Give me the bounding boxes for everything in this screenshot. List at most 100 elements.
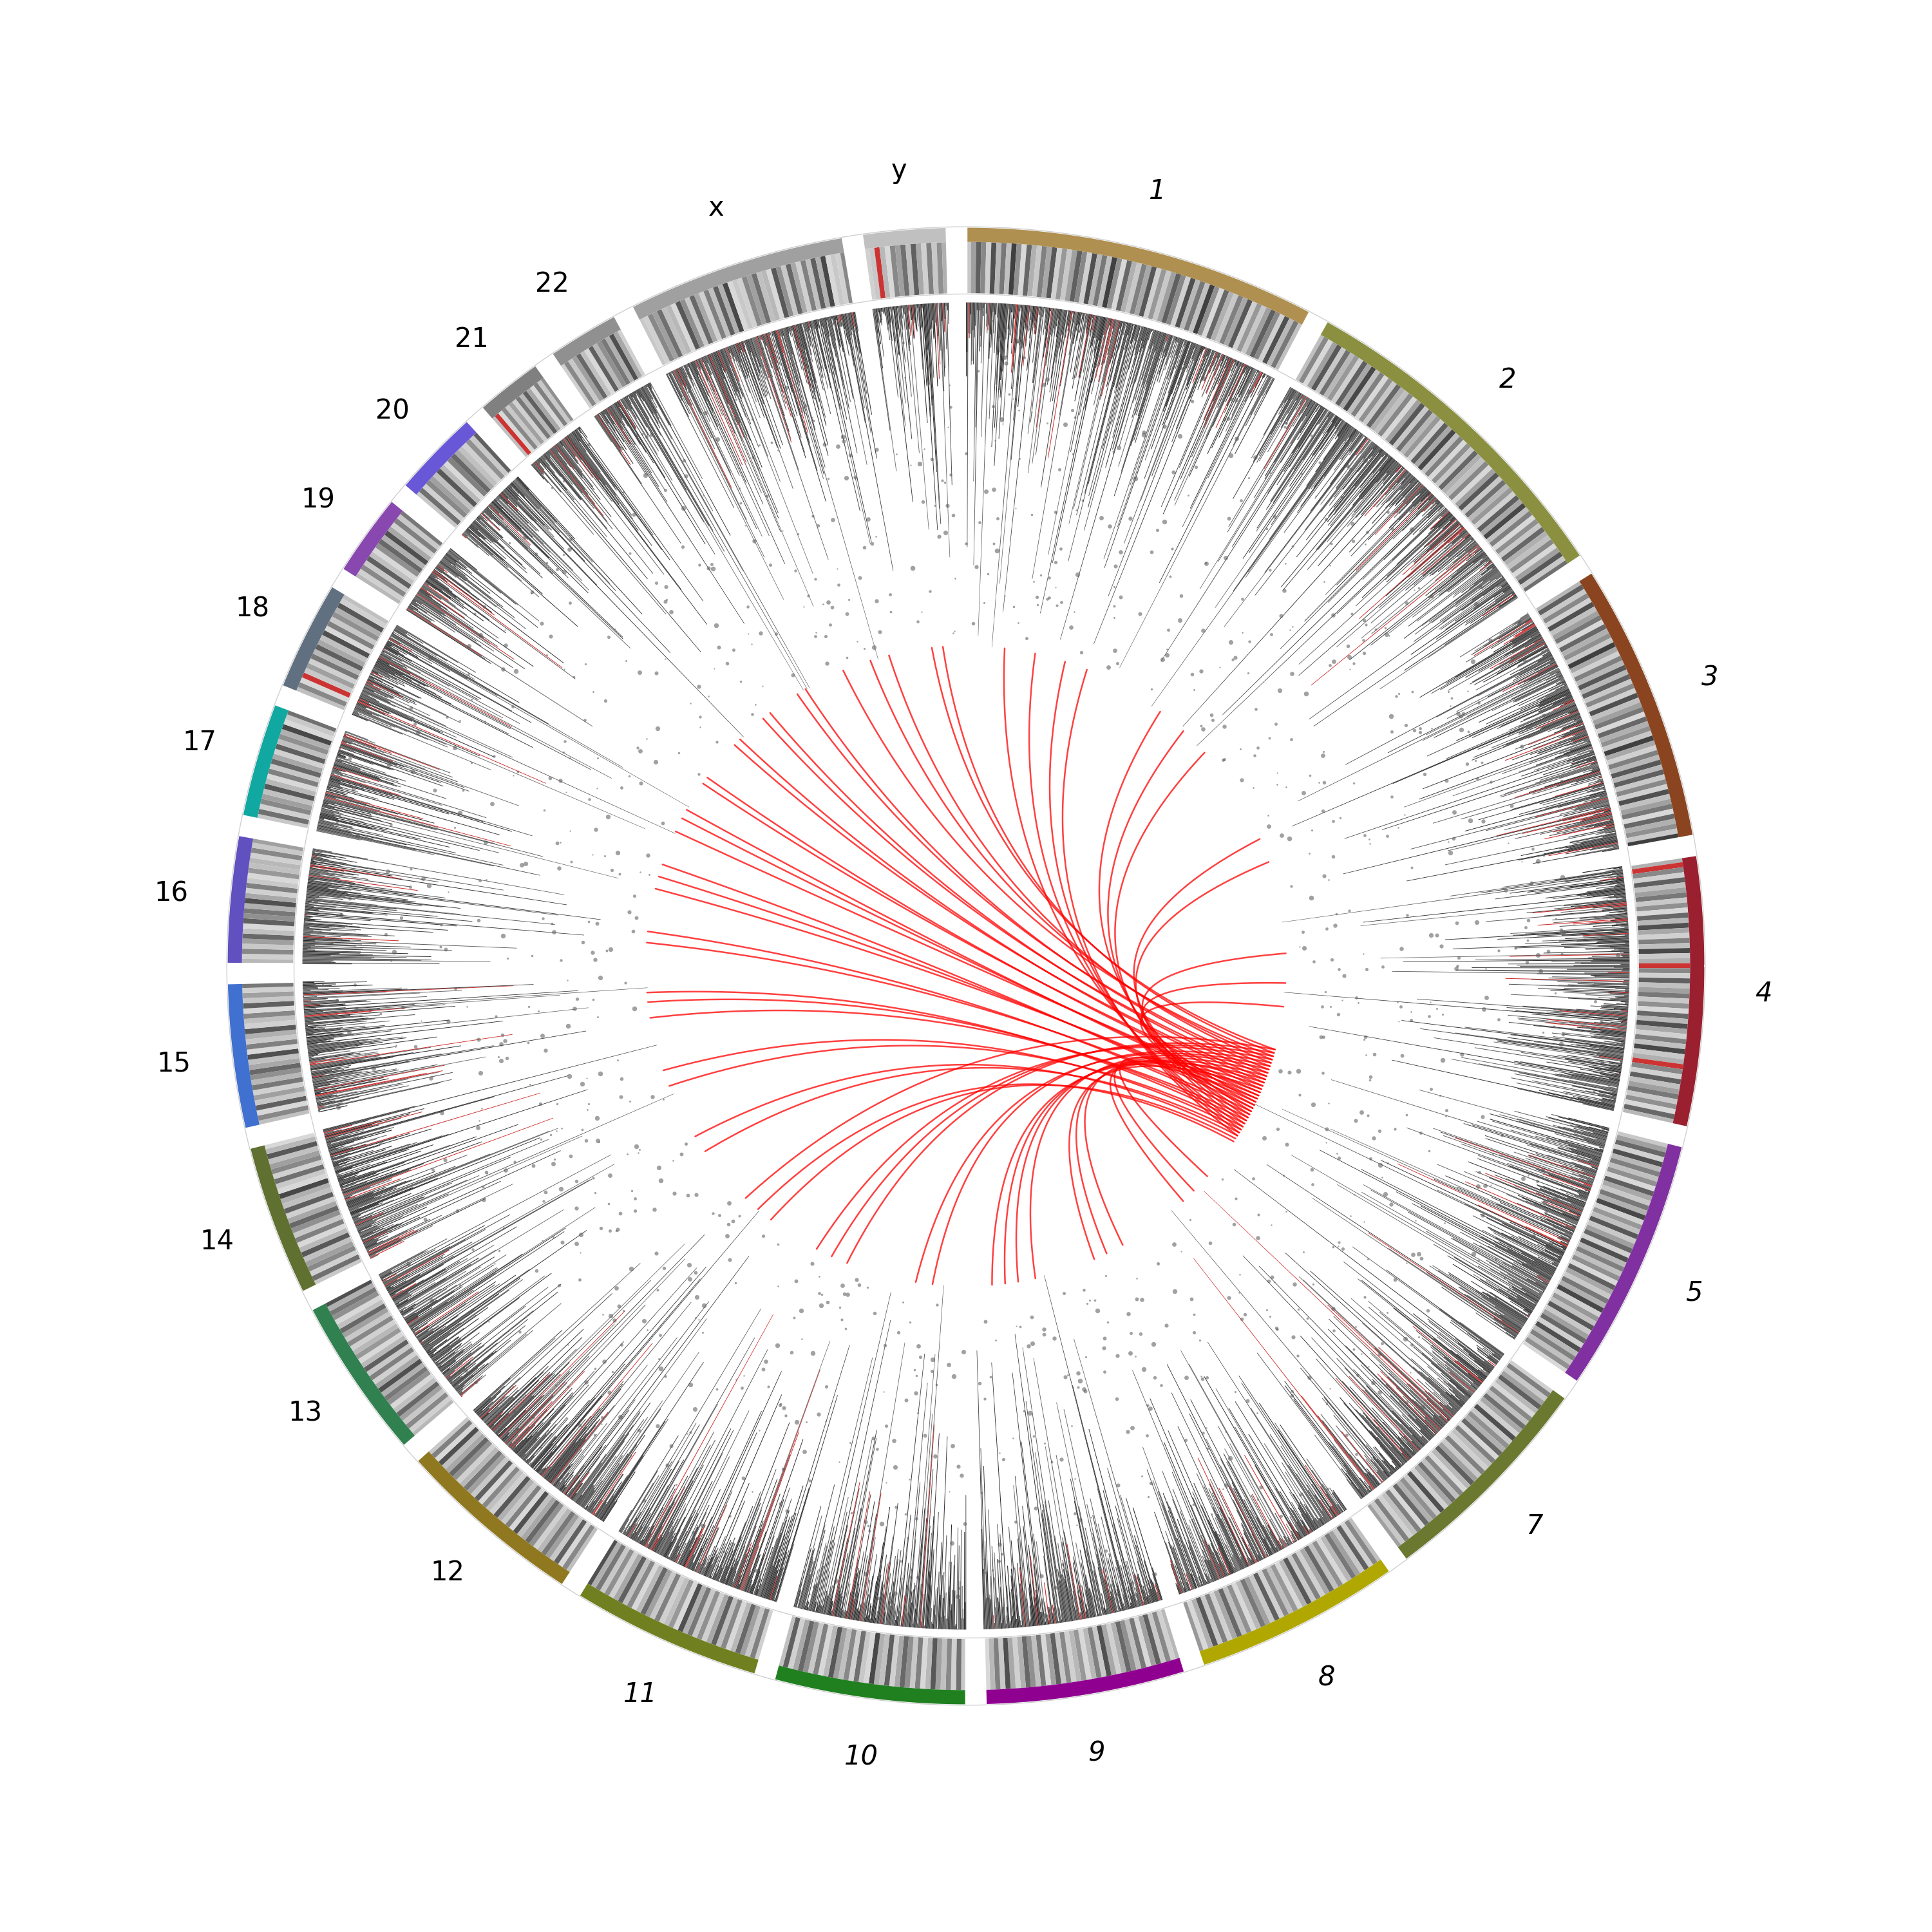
Polygon shape xyxy=(442,558,466,576)
Polygon shape xyxy=(1128,1617,1146,1669)
Polygon shape xyxy=(435,1422,477,1463)
Polygon shape xyxy=(1449,1379,1470,1397)
Polygon shape xyxy=(303,951,408,954)
Polygon shape xyxy=(481,1385,516,1418)
Polygon shape xyxy=(1544,1211,1577,1227)
Polygon shape xyxy=(738,342,742,350)
Polygon shape xyxy=(1451,1238,1546,1291)
Polygon shape xyxy=(638,319,667,367)
Polygon shape xyxy=(315,1078,384,1092)
Polygon shape xyxy=(1202,288,1225,338)
Polygon shape xyxy=(265,779,317,796)
Polygon shape xyxy=(844,1609,846,1619)
Polygon shape xyxy=(1151,425,1352,707)
Polygon shape xyxy=(549,1418,601,1482)
Polygon shape xyxy=(1571,1204,1584,1209)
Polygon shape xyxy=(433,570,495,616)
Polygon shape xyxy=(1495,589,1513,601)
Polygon shape xyxy=(891,1604,895,1625)
Polygon shape xyxy=(1022,1634,1032,1687)
Polygon shape xyxy=(545,454,647,580)
Polygon shape xyxy=(576,354,609,400)
Polygon shape xyxy=(554,1482,560,1488)
Polygon shape xyxy=(599,413,634,464)
Polygon shape xyxy=(715,1596,738,1648)
Polygon shape xyxy=(307,1244,357,1271)
Polygon shape xyxy=(697,1590,721,1640)
Polygon shape xyxy=(1561,941,1629,945)
Polygon shape xyxy=(1443,1356,1480,1387)
Polygon shape xyxy=(566,1447,603,1495)
Polygon shape xyxy=(904,1383,927,1627)
Polygon shape xyxy=(1399,475,1412,491)
Polygon shape xyxy=(325,798,377,813)
Polygon shape xyxy=(1383,502,1441,560)
Polygon shape xyxy=(641,1484,676,1546)
Polygon shape xyxy=(1509,1287,1538,1304)
Polygon shape xyxy=(317,825,352,835)
Polygon shape xyxy=(1577,1155,1600,1163)
Polygon shape xyxy=(827,317,835,348)
Polygon shape xyxy=(821,319,871,543)
Polygon shape xyxy=(1337,423,1349,437)
Polygon shape xyxy=(1347,369,1379,415)
Polygon shape xyxy=(628,394,703,522)
Polygon shape xyxy=(1513,1265,1548,1285)
Polygon shape xyxy=(450,549,477,570)
Polygon shape xyxy=(1548,1094,1615,1109)
Polygon shape xyxy=(1260,392,1300,462)
Polygon shape xyxy=(1184,280,1206,332)
Polygon shape xyxy=(989,303,995,419)
Polygon shape xyxy=(419,1316,458,1343)
Polygon shape xyxy=(290,1206,340,1229)
Polygon shape xyxy=(319,823,336,827)
Polygon shape xyxy=(1003,1636,1010,1689)
Polygon shape xyxy=(1349,1517,1381,1561)
Polygon shape xyxy=(1121,332,1165,471)
Polygon shape xyxy=(1615,779,1667,798)
Polygon shape xyxy=(1428,553,1486,599)
Polygon shape xyxy=(1101,1517,1124,1611)
Polygon shape xyxy=(303,960,491,962)
Polygon shape xyxy=(1580,835,1617,844)
Polygon shape xyxy=(361,692,369,696)
Polygon shape xyxy=(1130,1604,1132,1609)
Polygon shape xyxy=(332,1150,386,1167)
Polygon shape xyxy=(1343,1262,1490,1376)
Polygon shape xyxy=(487,1372,543,1426)
Polygon shape xyxy=(1555,620,1604,649)
Polygon shape xyxy=(1638,937,1690,945)
Polygon shape xyxy=(510,483,585,562)
Polygon shape xyxy=(1347,464,1401,527)
Polygon shape xyxy=(1567,1264,1615,1291)
Polygon shape xyxy=(305,895,344,900)
Polygon shape xyxy=(1451,1428,1492,1466)
Polygon shape xyxy=(1482,1393,1526,1430)
Polygon shape xyxy=(309,1047,394,1059)
Polygon shape xyxy=(1495,1246,1553,1277)
Polygon shape xyxy=(328,1138,377,1153)
Polygon shape xyxy=(1420,1459,1459,1499)
Polygon shape xyxy=(1227,299,1252,350)
Polygon shape xyxy=(1208,1520,1233,1575)
Polygon shape xyxy=(1490,1262,1544,1294)
Polygon shape xyxy=(448,1320,527,1383)
Polygon shape xyxy=(1544,1202,1580,1217)
Polygon shape xyxy=(1468,1374,1482,1385)
Polygon shape xyxy=(1405,481,1420,498)
Polygon shape xyxy=(1464,591,1515,626)
Polygon shape xyxy=(1345,753,1596,838)
Polygon shape xyxy=(1439,554,1488,593)
Polygon shape xyxy=(330,1287,377,1316)
Polygon shape xyxy=(580,1457,616,1507)
Polygon shape xyxy=(1546,1022,1627,1032)
Polygon shape xyxy=(1314,1435,1362,1499)
Polygon shape xyxy=(1544,908,1627,916)
Polygon shape xyxy=(1366,1468,1379,1486)
Polygon shape xyxy=(1333,444,1376,498)
Polygon shape xyxy=(914,1538,922,1627)
Polygon shape xyxy=(553,446,653,574)
Polygon shape xyxy=(1381,952,1629,958)
Polygon shape xyxy=(1229,396,1306,527)
Polygon shape xyxy=(661,1530,674,1555)
